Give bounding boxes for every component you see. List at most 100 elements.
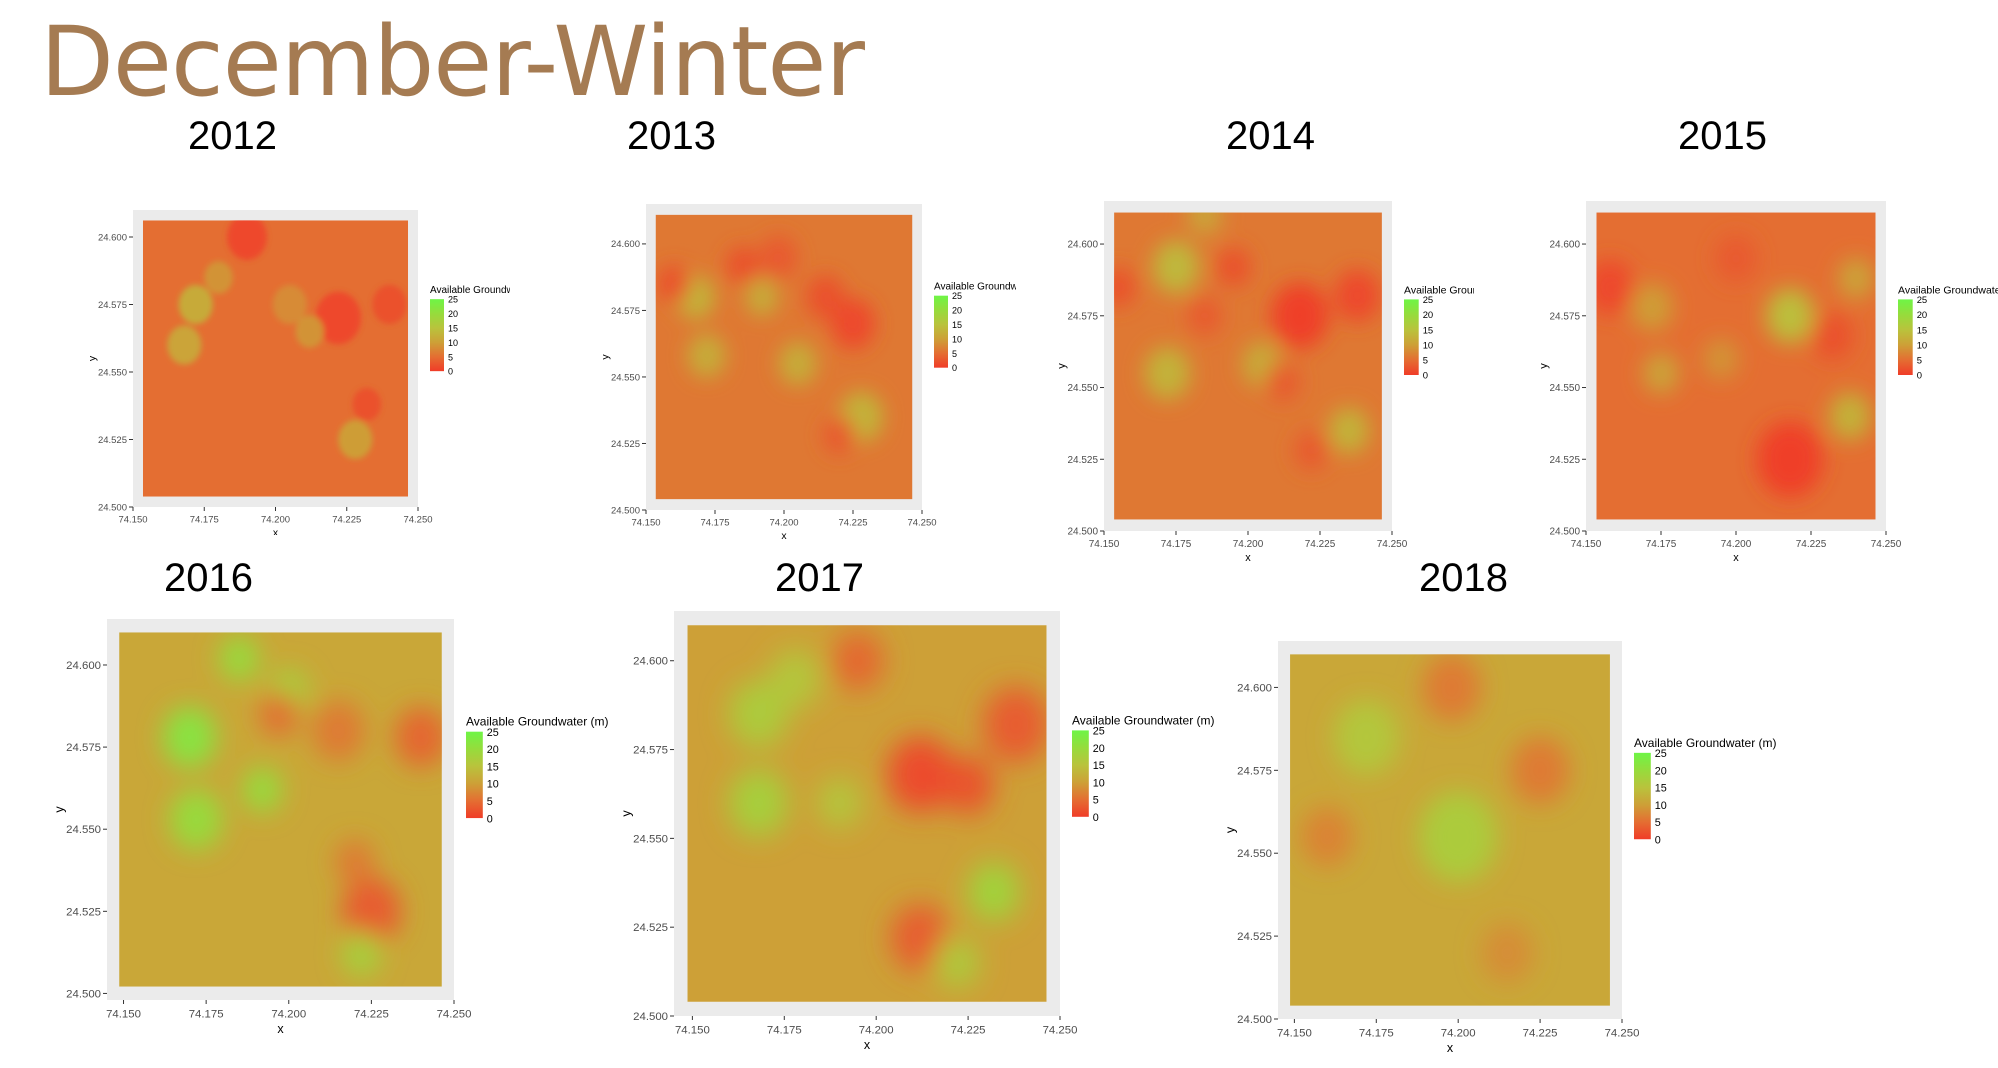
groundwater-hotspot bbox=[341, 877, 402, 946]
legend-tick-label: 10 bbox=[448, 338, 458, 348]
legend-tick-label: 20 bbox=[448, 309, 458, 319]
x-tick-label: 74.200 bbox=[1721, 539, 1752, 550]
legend-tick-label: 15 bbox=[952, 320, 962, 330]
x-tick-label: 74.175 bbox=[190, 515, 219, 526]
legend-tick-label: 0 bbox=[952, 363, 957, 373]
y-tick-label: 24.575 bbox=[1068, 311, 1099, 322]
legend-tick-label: 10 bbox=[1423, 340, 1434, 351]
groundwater-hotspot bbox=[1300, 806, 1354, 867]
year-label-2013: 2013 bbox=[627, 114, 716, 158]
groundwater-hotspot bbox=[1114, 267, 1136, 307]
groundwater-hotspot bbox=[1596, 259, 1634, 315]
legend-tick-label: 10 bbox=[1655, 800, 1667, 812]
groundwater-hotspot bbox=[769, 648, 822, 709]
groundwater-hotspot bbox=[1294, 430, 1329, 471]
groundwater-hotspot bbox=[1187, 295, 1223, 336]
x-tick-label: 74.225 bbox=[332, 515, 361, 526]
legend-colorbar bbox=[1634, 752, 1651, 840]
groundwater-hotspot bbox=[968, 862, 1020, 922]
x-tick-label: 74.175 bbox=[189, 1008, 224, 1020]
y-tick-label: 24.600 bbox=[66, 660, 101, 672]
groundwater-hotspot bbox=[942, 755, 994, 815]
groundwater-hotspot bbox=[1481, 922, 1534, 983]
legend-tick-label: 25 bbox=[487, 727, 499, 739]
groundwater-hotspot bbox=[982, 686, 1047, 763]
y-tick-label: 24.550 bbox=[611, 372, 640, 383]
legend-tick-label: 5 bbox=[487, 796, 493, 808]
legend-colorbar bbox=[430, 299, 444, 372]
legend-title: Available Groundwater (m) bbox=[1404, 284, 1474, 296]
groundwater-hotspot bbox=[817, 777, 862, 829]
legend-tick-label: 10 bbox=[952, 334, 962, 344]
x-tick-label: 74.225 bbox=[1523, 1027, 1558, 1039]
legend-tick-label: 20 bbox=[1423, 310, 1434, 321]
groundwater-hotspot bbox=[887, 736, 954, 813]
x-axis-label: x bbox=[1733, 552, 1739, 561]
legend-tick-label: 0 bbox=[448, 367, 453, 377]
x-axis-label: x bbox=[1447, 1041, 1454, 1055]
y-tick-label: 24.500 bbox=[66, 988, 101, 1000]
groundwater-hotspot bbox=[806, 274, 845, 320]
legend-title: Available Groundwater (m) bbox=[934, 282, 1016, 293]
heatmap-svg: 74.150 74.175 74.200 74.225 74.250 24.600 24.5… bbox=[1540, 201, 1998, 561]
x-axis-label: x bbox=[277, 1022, 284, 1036]
legend-tick-label: 0 bbox=[1093, 812, 1099, 824]
groundwater-hotspot bbox=[935, 937, 980, 989]
groundwater-hotspot bbox=[1187, 212, 1223, 236]
x-tick-label: 74.175 bbox=[1646, 539, 1677, 550]
y-tick-label: 24.525 bbox=[611, 439, 640, 450]
x-tick-label: 74.150 bbox=[631, 518, 660, 529]
y-axis-label: y bbox=[1223, 826, 1237, 833]
groundwater-hotspot bbox=[1271, 282, 1329, 349]
legend-tick-label: 5 bbox=[448, 352, 453, 362]
groundwater-hotspot bbox=[778, 341, 818, 386]
groundwater-hotspot bbox=[1418, 791, 1498, 882]
legend-tick-label: 25 bbox=[1655, 748, 1667, 760]
groundwater-hotspot bbox=[1265, 361, 1300, 402]
x-axis-label: x bbox=[273, 528, 279, 535]
year-label-2018: 2018 bbox=[1419, 556, 1508, 600]
groundwater-hotspot bbox=[759, 234, 798, 280]
legend-tick-label: 25 bbox=[1423, 295, 1434, 306]
groundwater-hotspot bbox=[204, 261, 233, 294]
groundwater-hotspot bbox=[822, 416, 856, 455]
y-tick-label: 24.575 bbox=[633, 745, 668, 757]
groundwater-hotspot bbox=[729, 769, 788, 837]
y-tick-label: 24.600 bbox=[611, 239, 640, 250]
groundwater-hotspot bbox=[227, 220, 267, 260]
groundwater-hotspot bbox=[726, 246, 760, 285]
y-tick-label: 24.575 bbox=[611, 306, 640, 317]
legend-tick-label: 15 bbox=[487, 761, 499, 773]
legend-tick-label: 10 bbox=[1093, 777, 1105, 789]
groundwater-hotspot bbox=[657, 264, 691, 303]
x-tick-label: 74.250 bbox=[403, 515, 432, 526]
x-tick-label: 74.150 bbox=[1089, 539, 1120, 550]
groundwater-hotspot bbox=[295, 315, 324, 348]
y-tick-label: 24.525 bbox=[98, 435, 127, 446]
legend-colorbar bbox=[466, 731, 483, 819]
y-axis-label: y bbox=[1056, 363, 1068, 369]
groundwater-hotspot bbox=[1715, 234, 1757, 283]
slide-title: December-Winter bbox=[40, 6, 865, 118]
groundwater-hotspot bbox=[335, 839, 375, 885]
x-tick-label: 74.150 bbox=[675, 1024, 710, 1036]
legend-tick-label: 25 bbox=[448, 295, 458, 305]
groundwater-hotspot bbox=[178, 284, 213, 325]
y-tick-label: 24.500 bbox=[1550, 526, 1581, 537]
x-tick-label: 74.175 bbox=[1161, 539, 1192, 550]
heatmap-svg: 74.150 74.175 74.200 74.225 74.250 24.600 24.5… bbox=[1056, 201, 1474, 561]
groundwater-hotspot bbox=[242, 766, 283, 813]
y-tick-label: 24.600 bbox=[1550, 240, 1581, 251]
groundwater-hotspot bbox=[1766, 288, 1814, 344]
x-tick-label: 74.225 bbox=[354, 1008, 389, 1020]
y-tick-label: 24.525 bbox=[1550, 455, 1581, 466]
legend-tick-label: 15 bbox=[1655, 783, 1667, 795]
y-tick-label: 24.575 bbox=[1550, 311, 1581, 322]
heatmap-svg: 74.150 74.175 74.200 74.225 74.250 24.600 24.5… bbox=[619, 611, 1214, 1052]
x-tick-label: 74.175 bbox=[700, 518, 729, 529]
x-tick-label: 74.200 bbox=[271, 1008, 306, 1020]
y-tick-label: 24.575 bbox=[98, 300, 127, 311]
y-axis-label: y bbox=[619, 810, 633, 817]
y-tick-label: 24.525 bbox=[66, 906, 101, 918]
groundwater-hotspot bbox=[830, 298, 876, 350]
